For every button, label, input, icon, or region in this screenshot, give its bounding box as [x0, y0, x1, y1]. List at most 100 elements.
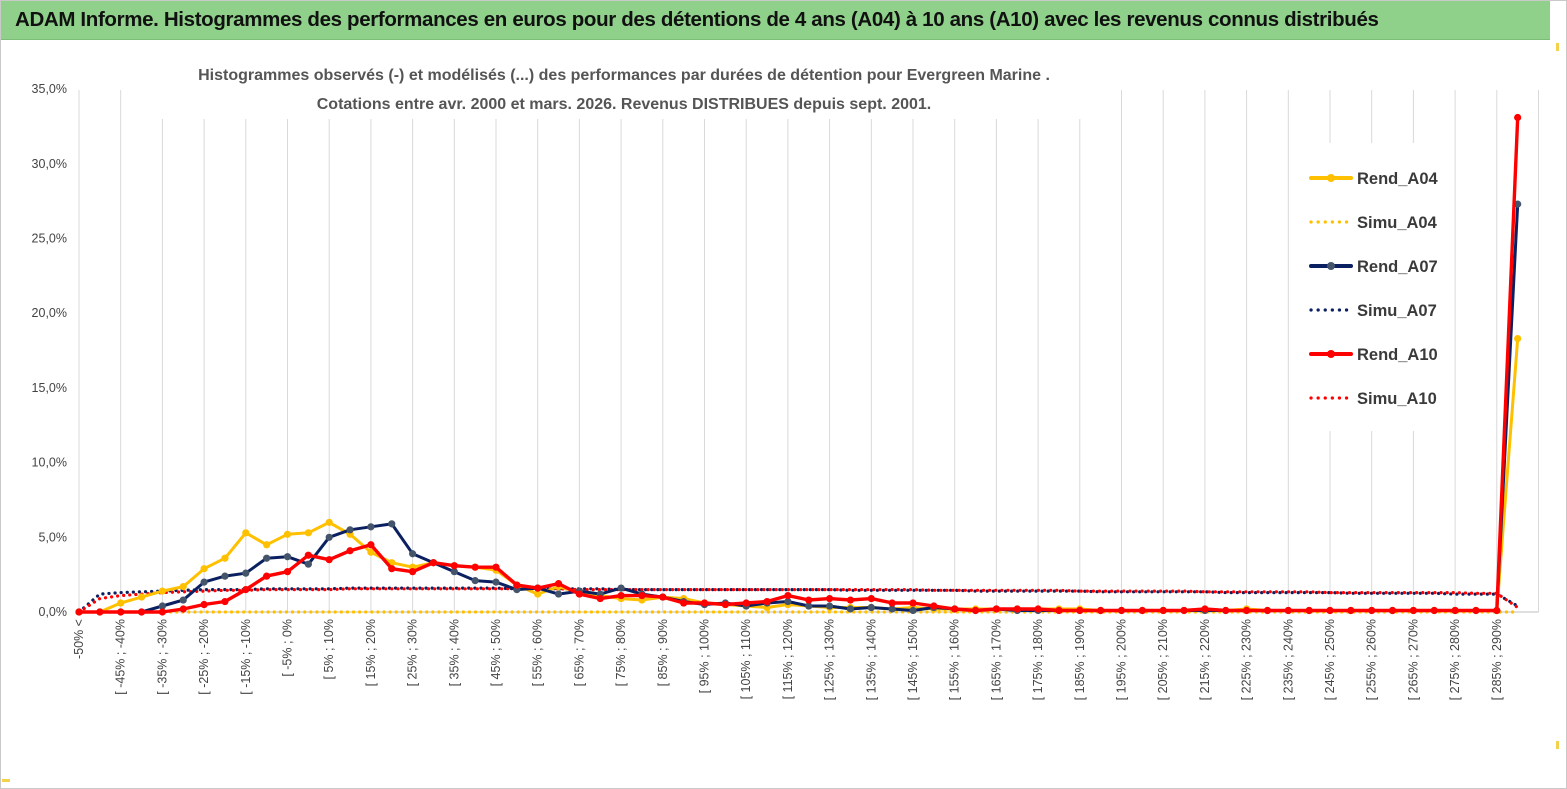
x-tick-label: [ 25% ; 30% [406, 619, 420, 686]
x-tick-label: [ 235% ; 240% [1281, 619, 1295, 700]
chart-title-line2: Cotations entre avr. 2000 et mars. 2026.… [317, 96, 931, 113]
data-point-rend_a10 [1117, 606, 1126, 615]
data-point-rend_a07 [409, 550, 417, 558]
data-point-rend_a07 [1514, 200, 1522, 208]
data-point-rend_a10 [721, 600, 729, 609]
x-tick-label: [ 245% ; 250% [1323, 619, 1337, 700]
data-point-rend_a10 [826, 594, 834, 603]
data-point-rend_a10 [909, 599, 917, 607]
chart-title-box: Histogrammes observés (-) et modélisés (… [151, 61, 1097, 119]
x-tick-label: [ 15% ; 20% [364, 619, 378, 686]
data-point-rend_a10 [742, 599, 750, 607]
data-point-rend_a04 [1514, 334, 1522, 343]
data-point-rend_a10 [930, 602, 938, 610]
data-point-rend_a10 [1180, 606, 1188, 615]
data-point-rend_a10 [575, 590, 584, 598]
data-point-rend_a10 [1263, 606, 1272, 615]
data-point-rend_a07 [826, 602, 834, 610]
data-point-rend_a10 [1305, 606, 1313, 615]
data-point-rend_a07 [450, 568, 458, 576]
data-point-rend_a07 [471, 577, 479, 585]
x-tick-label: [ 285% ; 290% [1490, 619, 1504, 700]
data-point-rend_a10 [763, 597, 771, 606]
data-point-rend_a04 [179, 583, 187, 591]
data-point-rend_a07 [263, 554, 271, 562]
x-tick-label: -50% < [72, 619, 86, 659]
data-point-rend_a10 [1368, 606, 1376, 615]
data-point-rend_a10 [951, 605, 959, 613]
series-line-simu_a10 [77, 587, 1520, 614]
resize-handle-bottom-left[interactable] [2, 779, 10, 782]
x-tick-label: [ -5% ; 0% [281, 619, 295, 677]
data-point-rend_a04 [263, 541, 271, 549]
legend-marker [1327, 174, 1335, 182]
data-point-rend_a10 [158, 608, 166, 616]
data-point-rend_a10 [492, 563, 500, 571]
data-point-rend_a10 [1159, 606, 1167, 615]
data-point-rend_a07 [158, 602, 166, 610]
legend-label-rend_a10[interactable]: Rend_A10 [1357, 346, 1438, 364]
data-point-rend_a10 [1201, 605, 1209, 613]
legend-label-rend_a07[interactable]: Rend_A07 [1357, 258, 1438, 276]
data-point-rend_a10 [1514, 113, 1522, 122]
x-tick-label: [ 95% ; 100% [698, 619, 712, 693]
data-point-rend_a10 [992, 605, 1001, 613]
x-tick-label: [ 275% ; 280% [1448, 619, 1462, 700]
data-point-rend_a07 [283, 553, 292, 561]
data-point-rend_a10 [867, 594, 875, 603]
data-point-rend_a10 [513, 581, 521, 589]
data-point-rend_a04 [242, 529, 250, 537]
x-tick-label: [ -15% ; -10% [239, 619, 253, 695]
x-tick-label: [ 115% ; 120% [781, 619, 795, 699]
legend-label-simu_a04[interactable]: Simu_A04 [1357, 214, 1438, 232]
data-point-rend_a10 [680, 599, 688, 607]
data-point-rend_a10 [242, 585, 250, 594]
data-point-rend_a07 [617, 584, 625, 592]
legend-label-simu_a10[interactable]: Simu_A10 [1357, 390, 1437, 408]
legend[interactable]: Rend_A04 Simu_A04 Rend_A07 Simu_A07 Rend_A10… [1291, 143, 1451, 431]
data-point-rend_a04 [283, 530, 292, 538]
data-point-rend_a10 [1451, 606, 1459, 615]
x-tick-label: [ 85% ; 90% [656, 619, 670, 686]
y-tick-label: 10,0% [32, 456, 67, 470]
resize-handle-bottom-right[interactable] [1556, 741, 1559, 749]
series-lines [75, 113, 1522, 616]
data-point-rend_a10 [1472, 606, 1480, 615]
data-point-rend_a07 [492, 578, 500, 586]
data-point-rend_a10 [409, 568, 417, 576]
data-point-rend_a10 [846, 596, 855, 604]
data-point-rend_a04 [117, 599, 125, 607]
resize-handle-top-right[interactable] [1556, 43, 1559, 51]
data-point-rend_a07 [867, 603, 875, 612]
legend-label-rend_a04[interactable]: Rend_A04 [1357, 170, 1439, 188]
data-point-rend_a10 [117, 608, 125, 616]
x-tick-label: [ 155% ; 160% [948, 619, 962, 700]
data-point-rend_a10 [1243, 606, 1251, 615]
y-tick-label: 25,0% [32, 232, 67, 246]
data-point-rend_a10 [75, 608, 83, 616]
x-tick-label: [ -35% ; -30% [155, 619, 169, 695]
data-point-rend_a10 [1013, 605, 1021, 613]
data-point-rend_a10 [888, 599, 896, 607]
x-tick-label: [ 225% ; 230% [1240, 619, 1254, 700]
data-point-rend_a10 [1430, 606, 1438, 615]
legend-marker [1327, 350, 1335, 358]
data-point-rend_a10 [638, 591, 646, 600]
histogram-chart: 0,0% 5,0% 10,0% 15,0% 20,0% 25,0% 30,0% 35,0% -… [32, 61, 1539, 700]
y-axis: 0,0% 5,0% 10,0% 15,0% 20,0% 25,0% 30,0% 35,0% [32, 82, 67, 619]
data-point-rend_a10 [534, 584, 542, 592]
legend-label-simu_a07[interactable]: Simu_A07 [1357, 302, 1437, 320]
legend-marker [1327, 262, 1335, 270]
data-point-rend_a10 [283, 568, 292, 576]
x-tick-label: [ 195% ; 200% [1115, 619, 1129, 700]
data-point-rend_a10 [805, 596, 813, 604]
data-point-rend_a10 [1097, 606, 1105, 615]
data-point-rend_a07 [325, 533, 333, 541]
x-tick-label: [ 135% ; 140% [864, 619, 878, 700]
data-point-rend_a04 [534, 590, 542, 598]
data-point-rend_a07 [367, 523, 375, 531]
x-tick-label: [ 55% ; 60% [531, 619, 545, 686]
data-point-rend_a10 [388, 565, 396, 573]
x-tick-label: [ 265% ; 270% [1406, 619, 1420, 700]
